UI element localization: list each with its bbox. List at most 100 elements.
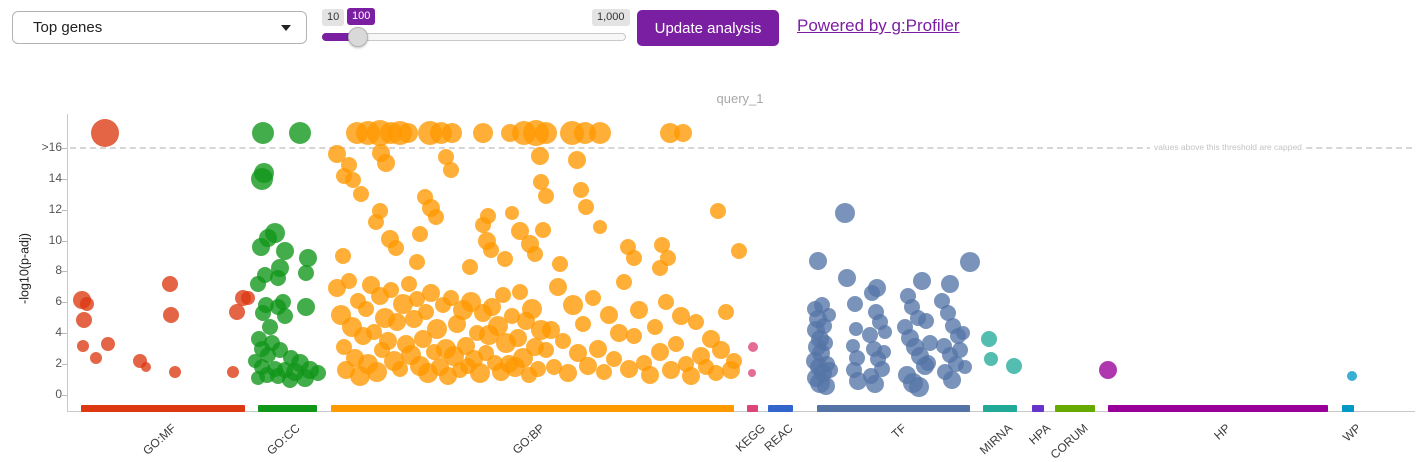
scatter-point[interactable] bbox=[255, 305, 271, 322]
scatter-point[interactable] bbox=[672, 307, 690, 326]
scatter-point[interactable] bbox=[241, 290, 255, 305]
scatter-point[interactable] bbox=[414, 330, 432, 349]
scatter-point[interactable] bbox=[877, 344, 891, 359]
scatter-point[interactable] bbox=[943, 370, 961, 389]
scatter-point[interactable] bbox=[341, 272, 357, 289]
scatter-point[interactable] bbox=[101, 337, 115, 352]
scatter-point[interactable] bbox=[575, 315, 591, 332]
scatter-point[interactable] bbox=[398, 122, 418, 143]
scatter-point[interactable] bbox=[162, 275, 178, 292]
source-bar-wp[interactable] bbox=[1342, 405, 1354, 412]
scatter-point[interactable] bbox=[335, 248, 351, 265]
scatter-point[interactable] bbox=[457, 336, 475, 355]
scatter-point[interactable] bbox=[958, 360, 972, 375]
scatter-point[interactable] bbox=[589, 339, 607, 358]
scatter-point[interactable] bbox=[578, 198, 594, 215]
scatter-point[interactable] bbox=[589, 121, 611, 144]
scatter-point[interactable] bbox=[169, 365, 181, 378]
scatter-point[interactable] bbox=[688, 314, 704, 331]
source-bar-hpa[interactable] bbox=[1032, 405, 1044, 412]
scatter-point[interactable] bbox=[817, 334, 833, 351]
scatter-point[interactable] bbox=[368, 214, 384, 231]
scatter-point[interactable] bbox=[835, 202, 855, 223]
scatter-point[interactable] bbox=[630, 301, 648, 320]
scatter-point[interactable] bbox=[546, 359, 562, 376]
scatter-point[interactable] bbox=[470, 363, 490, 384]
scatter-point[interactable] bbox=[847, 295, 863, 312]
scatter-point[interactable] bbox=[849, 349, 865, 366]
scatter-point[interactable] bbox=[252, 121, 274, 144]
scatter-point[interactable] bbox=[229, 303, 245, 320]
scatter-point[interactable] bbox=[227, 365, 239, 378]
scatter-point[interactable] bbox=[422, 284, 440, 303]
scatter-point[interactable] bbox=[647, 319, 663, 336]
scatter-point[interactable] bbox=[838, 268, 856, 287]
scatter-point[interactable] bbox=[718, 303, 734, 320]
scatter-point[interactable] bbox=[412, 226, 428, 243]
scatter-point[interactable] bbox=[80, 296, 94, 311]
scatter-point[interactable] bbox=[512, 283, 528, 300]
scatter-point[interactable] bbox=[77, 339, 89, 352]
scatter-point[interactable] bbox=[270, 269, 286, 286]
scatter-point[interactable] bbox=[542, 321, 560, 340]
powered-by-gprofiler-link[interactable]: Powered by g:Profiler bbox=[797, 16, 960, 35]
scatter-point[interactable] bbox=[1347, 370, 1357, 381]
scatter-point[interactable] bbox=[909, 377, 929, 398]
scatter-point[interactable] bbox=[310, 365, 326, 382]
scatter-point[interactable] bbox=[748, 342, 758, 353]
scatter-point[interactable] bbox=[530, 360, 546, 377]
scatter-point[interactable] bbox=[984, 352, 998, 367]
scatter-point[interactable] bbox=[260, 346, 276, 363]
scatter-point[interactable] bbox=[427, 318, 447, 339]
scatter-point[interactable] bbox=[377, 154, 395, 173]
scatter-point[interactable] bbox=[358, 300, 374, 317]
scatter-point[interactable] bbox=[941, 274, 959, 293]
scatter-point[interactable] bbox=[251, 167, 273, 190]
scatter-point[interactable] bbox=[262, 319, 278, 336]
scatter-point[interactable] bbox=[297, 297, 315, 316]
scatter-point[interactable] bbox=[538, 187, 554, 204]
scatter-point[interactable] bbox=[527, 246, 543, 263]
source-bar-hp[interactable] bbox=[1108, 405, 1328, 412]
scatter-point[interactable] bbox=[849, 372, 867, 391]
scatter-point[interactable] bbox=[388, 240, 404, 257]
scatter-point[interactable] bbox=[367, 361, 387, 382]
scatter-point[interactable] bbox=[708, 365, 724, 382]
scatter-point[interactable] bbox=[616, 274, 632, 291]
scatter-point[interactable] bbox=[353, 186, 369, 203]
scatter-point[interactable] bbox=[393, 293, 413, 314]
scatter-point[interactable] bbox=[563, 295, 583, 316]
scatter-point[interactable] bbox=[497, 251, 513, 268]
scatter-point[interactable] bbox=[579, 356, 597, 375]
scatter-point[interactable] bbox=[610, 324, 628, 343]
scatter-point[interactable] bbox=[522, 298, 542, 319]
scatter-point[interactable] bbox=[712, 341, 730, 360]
scatter-point[interactable] bbox=[442, 122, 462, 143]
scatter-point[interactable] bbox=[849, 321, 863, 336]
scatter-point[interactable] bbox=[918, 312, 934, 329]
scatter-point[interactable] bbox=[296, 369, 314, 388]
scatter-point[interactable] bbox=[505, 205, 519, 220]
scatter-point[interactable] bbox=[141, 362, 151, 373]
scatter-point[interactable] bbox=[956, 326, 970, 341]
source-bar-reac[interactable] bbox=[768, 405, 793, 412]
scatter-point[interactable] bbox=[480, 207, 496, 224]
scatter-point[interactable] bbox=[710, 203, 726, 220]
scatter-point[interactable] bbox=[960, 252, 980, 273]
scatter-point[interactable] bbox=[940, 305, 956, 322]
scatter-point[interactable] bbox=[920, 354, 936, 371]
scatter-point[interactable] bbox=[641, 365, 659, 384]
scatter-point[interactable] bbox=[483, 241, 499, 258]
scatter-point[interactable] bbox=[535, 221, 551, 238]
scatter-point[interactable] bbox=[366, 323, 382, 340]
scatter-point[interactable] bbox=[559, 364, 577, 383]
scatter-point[interactable] bbox=[299, 248, 317, 267]
scatter-point[interactable] bbox=[606, 351, 622, 368]
scatter-point[interactable] bbox=[509, 328, 527, 347]
scatter-point[interactable] bbox=[1099, 360, 1117, 379]
scatter-point[interactable] bbox=[674, 123, 692, 142]
scatter-point[interactable] bbox=[443, 161, 459, 178]
scatter-point[interactable] bbox=[76, 312, 92, 329]
top-genes-dropdown[interactable]: Top genes bbox=[12, 11, 307, 44]
source-bar-go-bp[interactable] bbox=[331, 405, 734, 412]
